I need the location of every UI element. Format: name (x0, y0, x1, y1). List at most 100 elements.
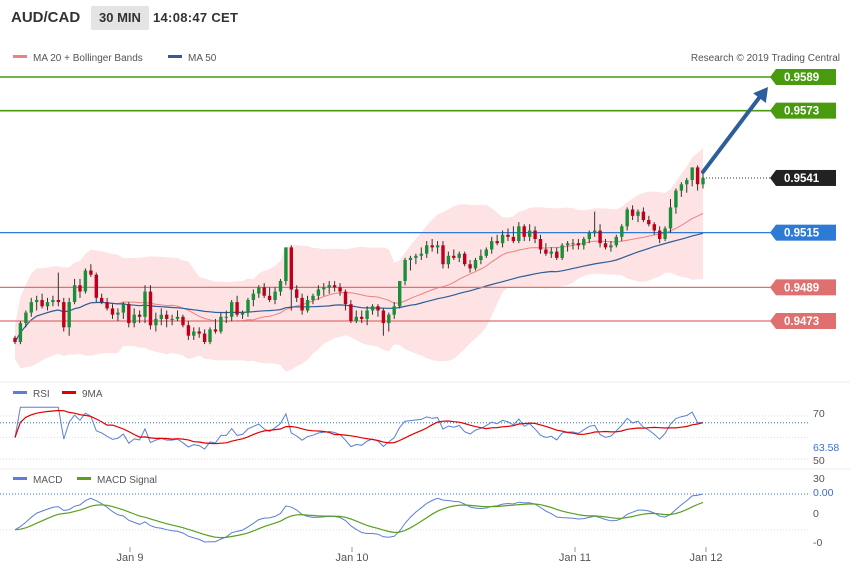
price-legend: MA 20 + Bollinger Bands MA 50 Research ©… (13, 53, 840, 64)
candle-body-78 (435, 245, 440, 248)
level-tag-arrow-1 (770, 102, 776, 119)
level-tag-3 (776, 224, 836, 241)
candle-body-13 (83, 270, 88, 292)
candle-body-40 (230, 302, 234, 317)
candle-body-12 (78, 285, 82, 292)
candle-body-57 (322, 287, 326, 290)
macd-tick-0: 0 (813, 508, 819, 520)
candle-body-11 (72, 285, 77, 302)
candle-body-125 (690, 167, 694, 180)
candle-body-31 (181, 316, 185, 326)
candle-body-58 (327, 285, 331, 288)
candle-body-126 (695, 167, 700, 185)
candle-body-20 (121, 304, 126, 313)
candle-body-47 (267, 295, 272, 300)
timeframe-button[interactable]: 30 MIN (91, 6, 149, 30)
candle-body-63 (354, 316, 358, 321)
rsi-panel (0, 406, 810, 460)
candle-body-102 (565, 243, 570, 246)
candle-body-24 (143, 291, 147, 317)
candle-body-48 (273, 291, 277, 300)
forecast-arrow-shaft (701, 92, 764, 174)
candle-body-85 (473, 260, 478, 269)
level-tag-arrow-0 (770, 69, 776, 85)
time-label: 14:08:47 CET (153, 10, 239, 25)
level-tag-arrow-3 (770, 224, 776, 241)
candle-body-46 (262, 287, 266, 296)
candle-body-66 (370, 306, 375, 311)
candle-body-75 (419, 253, 423, 256)
rsi-tick-70: 70 (813, 408, 825, 420)
forecast-arrow-head (753, 87, 768, 103)
macd-signal-line (14, 501, 704, 539)
candle-body-64 (360, 316, 364, 319)
candle-body-2 (24, 312, 28, 324)
candle-body-107 (593, 230, 597, 233)
candle-body-19 (116, 312, 120, 315)
x-label-jan9: Jan 9 (117, 552, 144, 564)
candle-body-109 (603, 243, 608, 248)
candle-body-1 (18, 323, 23, 342)
rsi-ma-legend-label: 9MA (82, 389, 103, 400)
candle-body-117 (647, 220, 651, 225)
candle-body-76 (425, 245, 429, 254)
candle-body-44 (251, 293, 256, 300)
candle-body-0 (13, 337, 17, 342)
candle-body-94 (522, 226, 526, 237)
candle-body-101 (560, 245, 564, 258)
candle-body-27 (159, 314, 163, 319)
level-tag-label-1: 0.9573 (784, 106, 819, 118)
candle-body-50 (284, 247, 288, 282)
macd-panel (0, 493, 810, 543)
level-tag-2 (776, 169, 836, 186)
candle-body-120 (663, 228, 667, 239)
candle-body-82 (457, 253, 461, 258)
candle-body-49 (278, 281, 283, 292)
candle-body-22 (132, 314, 136, 324)
rsi-legend: RSI 9MA (13, 389, 103, 400)
candle-body-118 (652, 224, 656, 231)
candle-body-122 (674, 190, 678, 208)
rsi-tick-30: 30 (813, 473, 825, 485)
candle-body-106 (587, 232, 591, 239)
candle-body-65 (365, 310, 369, 319)
symbol-label: AUD/CAD (11, 9, 81, 26)
candle-body-8 (56, 300, 61, 303)
candle-body-103 (571, 243, 575, 245)
candle-body-88 (490, 241, 494, 250)
rsi-current-label: 63.58 (813, 442, 839, 454)
candle-body-86 (479, 255, 483, 260)
macd-legend: MACD MACD Signal (13, 475, 157, 486)
candle-body-96 (533, 230, 537, 239)
candle-body-39 (224, 316, 228, 318)
candle-body-68 (381, 310, 386, 324)
candle-body-84 (468, 264, 472, 269)
rsi-line (14, 406, 704, 450)
ma20-line (14, 213, 704, 343)
chart-header: AUD/CAD 30 MIN 14:08:47 CET (0, 0, 850, 36)
candle-body-21 (127, 304, 131, 324)
ma50-legend-label: MA 50 (188, 53, 217, 64)
candle-body-3 (29, 302, 33, 313)
candle-body-29 (170, 318, 174, 320)
candle-body-79 (441, 245, 445, 265)
bollinger-band-area (15, 148, 703, 372)
macd-signal-legend-swatch (77, 477, 91, 480)
candle-body-115 (636, 211, 640, 216)
candle-body-33 (192, 331, 196, 336)
candle-body-98 (544, 249, 548, 254)
rsi-ma-legend-swatch (62, 391, 76, 394)
candle-body-114 (630, 209, 635, 216)
candle-body-124 (685, 180, 689, 185)
candle-body-43 (246, 300, 250, 313)
candle-body-30 (175, 316, 180, 319)
candle-body-51 (289, 247, 293, 290)
candle-body-99 (549, 251, 553, 254)
candle-body-42 (240, 312, 245, 315)
candle-body-25 (148, 291, 153, 326)
ma50-legend-swatch (168, 55, 182, 58)
candle-body-74 (414, 255, 418, 258)
level-tag-0 (776, 69, 836, 85)
level-tag-label-4: 0.9489 (784, 282, 819, 294)
candle-body-92 (511, 236, 516, 242)
